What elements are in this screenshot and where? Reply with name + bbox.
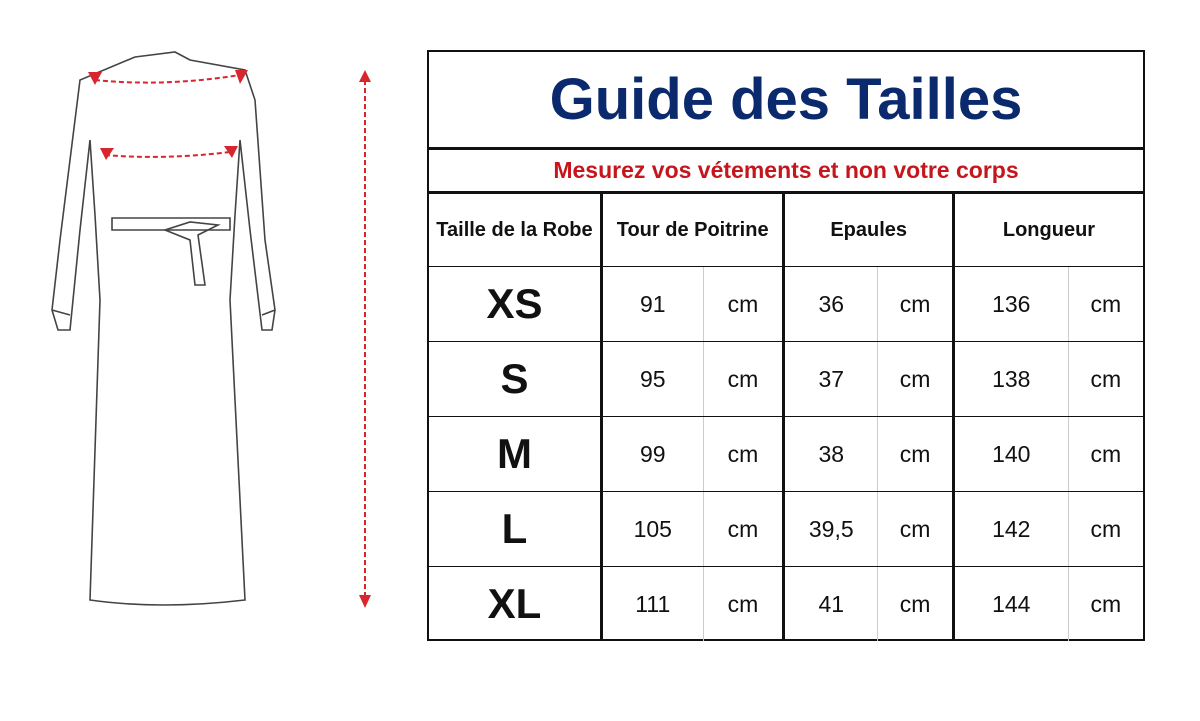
header-longueur: Longueur: [951, 194, 1143, 267]
longueur-value: 142: [951, 491, 1069, 567]
epaules-unit: cm: [877, 341, 954, 417]
size-chart: Guide des Tailles Mesurez vos vétements …: [427, 50, 1145, 641]
poitrine-value: 95: [599, 341, 704, 417]
table-row: XL 111 cm 41 cm 144 cm: [429, 566, 1143, 641]
longueur-unit: cm: [1067, 416, 1143, 492]
epaules-value: 38: [782, 416, 878, 492]
epaules-value: 37: [782, 341, 878, 417]
size-cell: XS: [429, 266, 602, 342]
size-table: Taille de la Robe Tour de Poitrine Epaul…: [429, 194, 1143, 641]
epaules-unit: cm: [877, 566, 954, 641]
poitrine-value: 99: [599, 416, 704, 492]
epaules-unit: cm: [877, 491, 954, 567]
longueur-value: 140: [951, 416, 1069, 492]
epaules-unit: cm: [877, 266, 954, 342]
longueur-unit: cm: [1067, 266, 1143, 342]
poitrine-value: 105: [599, 491, 704, 567]
epaules-value: 39,5: [782, 491, 878, 567]
size-cell: XL: [429, 566, 602, 641]
table-row: S 95 cm 37 cm 138 cm: [429, 341, 1143, 417]
table-row: L 105 cm 39,5 cm 142 cm: [429, 491, 1143, 567]
epaules-value: 36: [782, 266, 878, 342]
poitrine-unit: cm: [702, 266, 785, 342]
subtitle: Mesurez vos vétements et non votre corps: [429, 150, 1143, 194]
page-title: Guide des Tailles: [429, 52, 1143, 150]
poitrine-unit: cm: [702, 491, 785, 567]
header-row: Taille de la Robe Tour de Poitrine Epaul…: [429, 194, 1143, 267]
header-size: Taille de la Robe: [429, 194, 602, 267]
size-cell: S: [429, 341, 602, 417]
size-cell: L: [429, 491, 602, 567]
dress-illustration: [51, 51, 371, 608]
longueur-value: 144: [951, 566, 1069, 641]
table-row: M 99 cm 38 cm 140 cm: [429, 416, 1143, 492]
poitrine-unit: cm: [702, 566, 785, 641]
header-epaules: Epaules: [782, 194, 954, 267]
longueur-unit: cm: [1067, 491, 1143, 567]
poitrine-unit: cm: [702, 416, 785, 492]
poitrine-unit: cm: [702, 341, 785, 417]
size-cell: M: [429, 416, 602, 492]
epaules-value: 41: [782, 566, 878, 641]
poitrine-value: 91: [599, 266, 704, 342]
table-row: XS 91 cm 36 cm 136 cm: [429, 266, 1143, 342]
longueur-unit: cm: [1067, 341, 1143, 417]
longueur-value: 138: [951, 341, 1069, 417]
epaules-unit: cm: [877, 416, 954, 492]
header-poitrine: Tour de Poitrine: [599, 194, 785, 267]
longueur-value: 136: [951, 266, 1069, 342]
poitrine-value: 111: [599, 566, 704, 641]
longueur-unit: cm: [1067, 566, 1143, 641]
